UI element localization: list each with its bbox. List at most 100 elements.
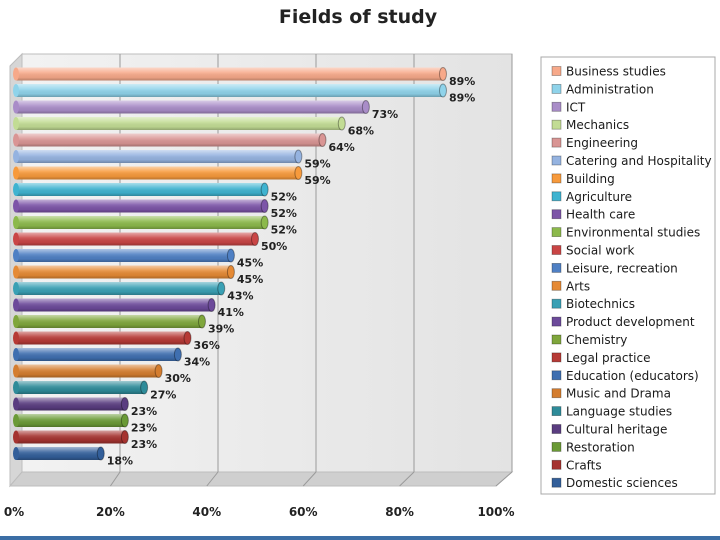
data-label: 30% (165, 372, 191, 385)
legend-label: Engineering (566, 136, 638, 150)
data-label: 34% (184, 356, 210, 369)
legend-swatch (551, 298, 562, 309)
legend-label: Education (educators) (566, 369, 699, 383)
legend-swatch (551, 262, 562, 273)
bar-shine (16, 397, 125, 411)
data-label: 45% (237, 273, 263, 286)
legend-item: Catering and Hospitality (551, 154, 712, 168)
data-label: 23% (131, 438, 157, 451)
bar-end-cap (207, 298, 216, 312)
bar (13, 166, 303, 180)
legend-swatch (551, 227, 562, 238)
legend-label: Language studies (566, 405, 672, 419)
bar-shine (16, 282, 222, 295)
bar-shine (16, 84, 443, 97)
bar-end-cap (197, 314, 206, 329)
gridline-floor (206, 471, 219, 487)
data-label: 43% (227, 290, 253, 303)
bar-shine (16, 265, 231, 279)
bar-end-cap (438, 83, 447, 98)
legend-item: Legal practice (551, 351, 651, 365)
legend-swatch (551, 84, 562, 94)
bar-start-cap (13, 397, 19, 411)
bar-end-cap (361, 100, 370, 114)
bar (13, 215, 269, 230)
x-tick-label: 80% (385, 505, 414, 519)
bar-shine (16, 133, 323, 147)
bar-end-cap (226, 248, 235, 263)
legend-swatch (551, 477, 562, 488)
bar-start-cap (13, 331, 19, 345)
bar-shine (16, 331, 188, 345)
bar-start-cap (13, 249, 19, 262)
legend-swatch (551, 209, 562, 220)
legend-swatch (551, 245, 562, 255)
bar-end-cap (120, 413, 129, 428)
legend-item: Leisure, recreation (551, 261, 678, 275)
data-label: 23% (131, 422, 157, 435)
bar-start-cap (13, 100, 19, 114)
bar-start-cap (13, 381, 19, 394)
bar-end-cap (260, 182, 269, 197)
bar (13, 413, 129, 428)
bar (13, 116, 346, 131)
bar (13, 248, 235, 263)
data-label: 52% (271, 191, 297, 204)
legend-label: Agriculture (566, 190, 632, 204)
bar (13, 133, 327, 147)
legend-item: ICT (551, 100, 586, 114)
legend-swatch (551, 173, 562, 184)
x-tick-label: 100% (477, 505, 514, 519)
bar-start-cap (13, 216, 19, 229)
data-label: 39% (208, 323, 234, 336)
bar-start-cap (13, 232, 19, 246)
legend-swatch (551, 370, 562, 381)
legend-item: Education (educators) (551, 369, 699, 383)
bar-start-cap (13, 364, 19, 378)
bar-end-cap (154, 364, 163, 378)
gridline-floor (109, 471, 121, 487)
data-label: 27% (150, 389, 176, 402)
bar (13, 281, 226, 296)
bar-start-cap (13, 430, 19, 444)
bar-end-cap (120, 430, 129, 444)
bar (13, 199, 269, 213)
legend-label: Health care (566, 208, 635, 222)
bar-shine (16, 100, 366, 114)
gridline-floor (302, 471, 317, 487)
legend-item: Administration (551, 82, 654, 96)
legend-item: Domestic sciences (551, 476, 678, 490)
bar-shine (16, 166, 299, 180)
bar-start-cap (13, 183, 19, 196)
data-label: 89% (449, 92, 475, 105)
bar (13, 149, 303, 164)
x-tick-label: 40% (192, 505, 221, 519)
bar-start-cap (13, 298, 19, 312)
data-label: 23% (131, 405, 157, 418)
legend-item: Restoration (551, 440, 635, 454)
legend-label: Social work (566, 244, 634, 258)
data-label: 52% (271, 207, 297, 220)
bar-end-cap (173, 347, 182, 362)
legend-label: ICT (566, 100, 586, 114)
bar-shine (16, 150, 299, 163)
bar-end-cap (337, 116, 346, 131)
legend-label: Business studies (566, 65, 666, 79)
data-label: 59% (304, 174, 330, 187)
legend-label: Crafts (566, 458, 602, 472)
bar (13, 67, 447, 81)
data-label: 18% (107, 455, 133, 468)
legend-box (540, 56, 716, 495)
bar-end-cap (318, 133, 327, 147)
legend-item: Cultural heritage (551, 423, 667, 437)
bar (13, 232, 259, 246)
legend-swatch (551, 101, 562, 112)
bar (13, 380, 149, 395)
bar-end-cap (183, 331, 192, 345)
bar-shine (16, 117, 342, 130)
legend-label: Chemistry (566, 333, 627, 347)
legend-label: Legal practice (566, 351, 651, 365)
legend-label: Leisure, recreation (566, 261, 678, 275)
bar-shine (16, 183, 265, 196)
